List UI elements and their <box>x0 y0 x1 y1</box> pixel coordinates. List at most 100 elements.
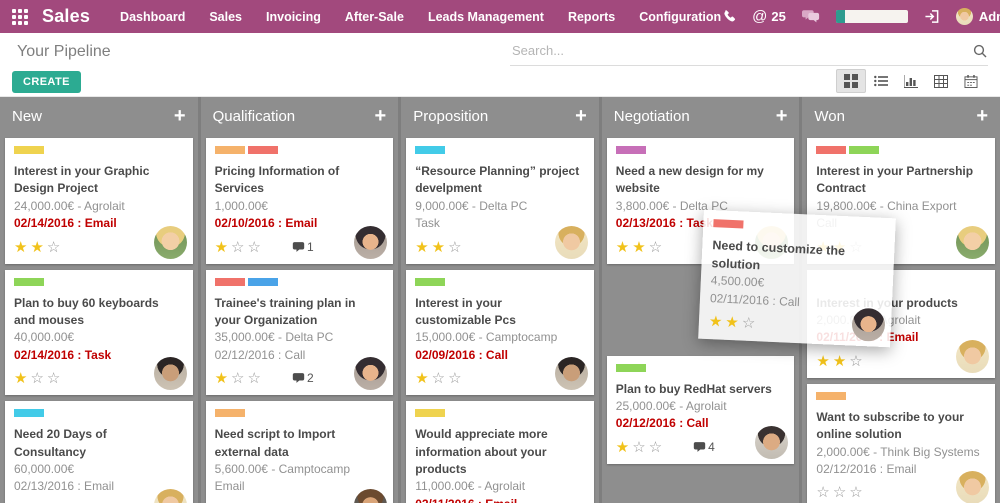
card-amount: 5,600.00€ - Camptocamp <box>214 461 351 476</box>
salesperson-avatar <box>956 225 989 259</box>
priority-stars[interactable]: ★★☆ <box>615 238 666 256</box>
menu-item-reports[interactable]: Reports <box>567 9 616 24</box>
planner-progress-bar[interactable] <box>835 10 908 23</box>
card-title: Want to subscribe to your online solutio… <box>816 409 964 442</box>
card-title: Need 20 Days of Consultancy <box>14 427 107 459</box>
inbox-messages-button[interactable]: @ 25 <box>752 8 786 25</box>
user-avatar <box>955 8 973 25</box>
apps-grid-icon[interactable] <box>12 8 28 25</box>
tag-color-bar <box>816 391 986 400</box>
search-bar <box>510 39 988 66</box>
at-icon: @ <box>752 8 768 25</box>
priority-stars[interactable]: ★☆☆ <box>214 370 264 388</box>
card-activity: 02/09/2016 : Call <box>415 347 508 362</box>
kanban-card[interactable]: Interest in your Graphic Design Project … <box>5 138 193 264</box>
salesperson-avatar <box>554 357 588 391</box>
column-header-qualification[interactable]: Qualification + <box>201 97 399 135</box>
column-header-proposition[interactable]: Proposition + <box>401 97 599 135</box>
inbox-count: 25 <box>771 9 786 24</box>
tag-color-bar <box>214 409 385 418</box>
card-amount: 15,000.00€ - Camptocamp <box>415 330 558 345</box>
add-record-icon[interactable]: + <box>173 105 186 127</box>
sign-in-icon[interactable] <box>924 9 940 24</box>
create-button[interactable]: CREATE <box>12 71 81 93</box>
user-menu[interactable]: Administrator <box>955 8 1000 25</box>
kanban-card[interactable]: Need a new design for my website 3,800.0… <box>606 138 795 264</box>
view-calendar-button[interactable] <box>956 69 986 93</box>
salesperson-avatar <box>153 357 187 391</box>
message-count: 1 <box>292 240 314 254</box>
kanban-card[interactable]: Want to subscribe to your online solutio… <box>807 383 995 503</box>
menu-item-after-sale[interactable]: After-Sale <box>344 9 404 24</box>
kanban-card[interactable]: “Resource Planning” project develpment 9… <box>406 138 594 264</box>
kanban-card[interactable]: Need 20 Days of Consultancy 60,000.00€ 0… <box>5 401 193 503</box>
salesperson-avatar <box>554 225 588 259</box>
card-activity: Task <box>415 216 440 231</box>
kanban-card[interactable]: Trainee's training plan in your Organiza… <box>205 269 394 396</box>
kanban-card[interactable]: Would appreciate more information about … <box>406 401 594 503</box>
priority-stars[interactable]: ★★☆ <box>708 313 759 333</box>
card-title: Would appreciate more information about … <box>415 427 548 476</box>
kanban-column-proposition: Proposition + “Resource Planning” projec… <box>401 97 599 503</box>
kanban-card[interactable]: Need script to Import external data 5,60… <box>205 401 394 503</box>
priority-stars[interactable]: ★☆☆ <box>214 238 264 256</box>
add-record-icon[interactable]: + <box>976 105 988 127</box>
add-record-icon[interactable]: + <box>374 105 387 127</box>
card-amount: 60,000.00€ <box>14 461 75 476</box>
priority-stars[interactable]: ☆☆☆ <box>14 501 63 503</box>
priority-stars[interactable]: ★★☆ <box>14 238 64 256</box>
salesperson-avatar <box>354 357 388 391</box>
card-activity: 02/14/2016 : Email <box>14 216 117 231</box>
message-count: 4 <box>693 440 715 454</box>
kanban-card[interactable]: Plan to buy RedHat servers 25,000.00€ - … <box>606 355 795 464</box>
user-name: Administrator <box>978 9 1000 24</box>
menu-item-leads-management[interactable]: Leads Management <box>427 9 544 24</box>
card-activity: 02/14/2016 : Task <box>14 347 112 362</box>
column-header-new[interactable]: New + <box>0 97 198 135</box>
search-input[interactable] <box>510 39 972 62</box>
menu-item-dashboard[interactable]: Dashboard <box>120 9 186 24</box>
card-activity: 02/11/2016 : Email <box>415 496 585 503</box>
salesperson-avatar <box>354 225 388 259</box>
kanban-board: New + Interest in your Graphic Design Pr… <box>0 97 1000 503</box>
priority-stars[interactable]: ★★☆ <box>415 238 465 256</box>
view-list-button[interactable] <box>866 69 896 93</box>
priority-stars[interactable]: ★★☆ <box>816 352 866 370</box>
kanban-column-new: New + Interest in your Graphic Design Pr… <box>0 97 198 503</box>
priority-stars[interactable]: ★☆☆ <box>615 438 666 456</box>
add-record-icon[interactable]: + <box>575 105 587 127</box>
card-amount: 25,000.00€ - Agrolait <box>615 398 727 413</box>
phone-icon[interactable] <box>721 9 736 24</box>
kanban-card[interactable]: Interest in your customizable Pcs 15,000… <box>406 269 594 396</box>
app-name[interactable]: Sales <box>42 6 91 26</box>
salesperson-avatar <box>956 471 989 503</box>
tag-color-bar <box>14 409 184 418</box>
card-title: Interest in your Graphic Design Project <box>14 164 150 196</box>
salesperson-avatar <box>851 307 886 343</box>
priority-stars[interactable]: ☆☆☆ <box>816 484 866 502</box>
kanban-card[interactable]: Plan to buy 60 keyboards and mouses 40,0… <box>5 269 193 396</box>
dragged-kanban-card[interactable]: Need to customize the solution 4,500.00€… <box>698 209 896 348</box>
priority-stars[interactable]: ★☆☆ <box>415 370 465 388</box>
kanban-card[interactable]: Pricing Information of Services 1,000.00… <box>205 138 394 264</box>
column-header-won[interactable]: Won + <box>802 97 1000 135</box>
card-amount: 11,000.00€ - Agrolait <box>415 479 526 494</box>
menu-item-sales[interactable]: Sales <box>209 9 243 24</box>
view-graph-button[interactable] <box>896 69 926 93</box>
search-icon[interactable] <box>972 43 988 59</box>
tag-color-bar <box>214 146 385 154</box>
tag-color-bar <box>615 363 786 372</box>
priority-stars[interactable]: ★☆☆ <box>215 501 264 503</box>
menu-item-configuration[interactable]: Configuration <box>639 9 722 24</box>
chat-icon[interactable] <box>801 9 820 24</box>
card-amount: 2,000.00€ - Think Big Systems <box>816 444 980 459</box>
view-pivot-button[interactable] <box>926 69 956 93</box>
card-title: Interest in your customizable Pcs <box>415 295 516 327</box>
priority-stars[interactable]: ★☆☆ <box>14 370 64 388</box>
column-header-negotiation[interactable]: Negotiation + <box>602 97 800 135</box>
card-title: Pricing Information of Services <box>214 164 340 196</box>
add-record-icon[interactable]: + <box>775 105 788 127</box>
menu-item-invoicing[interactable]: Invoicing <box>266 9 321 24</box>
column-title: Qualification <box>212 107 296 125</box>
view-kanban-button[interactable] <box>836 69 866 93</box>
